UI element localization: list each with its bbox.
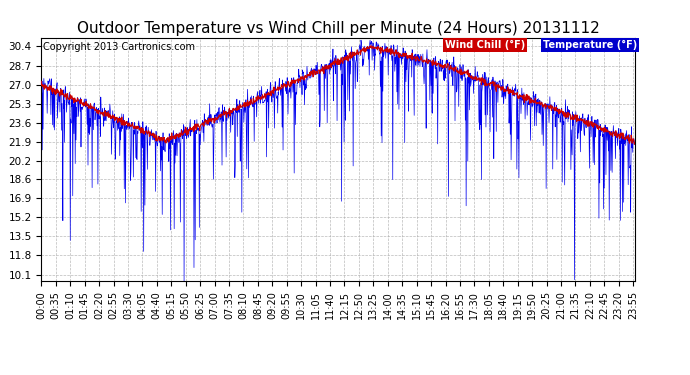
Title: Outdoor Temperature vs Wind Chill per Minute (24 Hours) 20131112: Outdoor Temperature vs Wind Chill per Mi… <box>77 21 600 36</box>
Text: Wind Chill (°F): Wind Chill (°F) <box>445 40 525 50</box>
Text: Copyright 2013 Cartronics.com: Copyright 2013 Cartronics.com <box>43 42 195 52</box>
Text: Temperature (°F): Temperature (°F) <box>543 40 637 50</box>
